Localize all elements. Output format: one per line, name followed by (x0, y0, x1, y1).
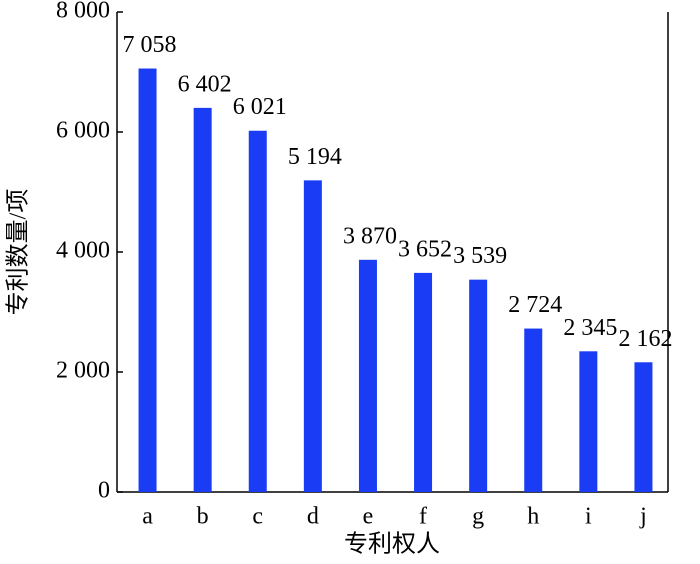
bar (469, 279, 488, 492)
x-tick-label: b (197, 504, 209, 530)
bar (524, 328, 543, 492)
value-label: 2 724 (508, 292, 562, 318)
x-tick-label: a (142, 504, 153, 530)
value-label: 3 652 (398, 236, 452, 262)
bar (193, 107, 212, 492)
bar (634, 362, 653, 492)
x-axis-label: 专利权人 (344, 531, 440, 558)
bar (579, 351, 598, 492)
value-label: 5 194 (288, 144, 342, 170)
x-tick-label: h (527, 504, 539, 530)
value-label: 3 539 (453, 243, 507, 269)
x-tick-label: c (252, 504, 263, 530)
y-tick-label: 6 000 (56, 118, 110, 144)
y-tick-label: 4 000 (56, 238, 110, 264)
y-axis-label: 专利数量/项 (5, 189, 32, 316)
x-tick-label: f (419, 504, 427, 530)
x-tick-label: g (472, 504, 484, 530)
x-tick-label: j (639, 504, 647, 530)
y-tick-label: 0 (98, 478, 110, 504)
bar (138, 68, 157, 493)
bar (303, 180, 322, 493)
y-tick-label: 8 000 (56, 0, 110, 24)
value-label: 2 345 (563, 315, 617, 341)
value-label: 2 162 (618, 326, 672, 352)
value-label: 3 870 (343, 223, 397, 249)
value-label: 6 021 (233, 94, 287, 120)
x-tick-label: i (585, 504, 592, 530)
bar (358, 259, 377, 492)
value-label: 6 402 (178, 71, 232, 97)
y-tick-label: 2 000 (56, 358, 110, 384)
bar (248, 130, 267, 493)
x-tick-label: e (363, 504, 374, 530)
bar (414, 272, 433, 492)
x-tick-label: d (307, 504, 319, 530)
value-label: 7 058 (123, 32, 177, 58)
